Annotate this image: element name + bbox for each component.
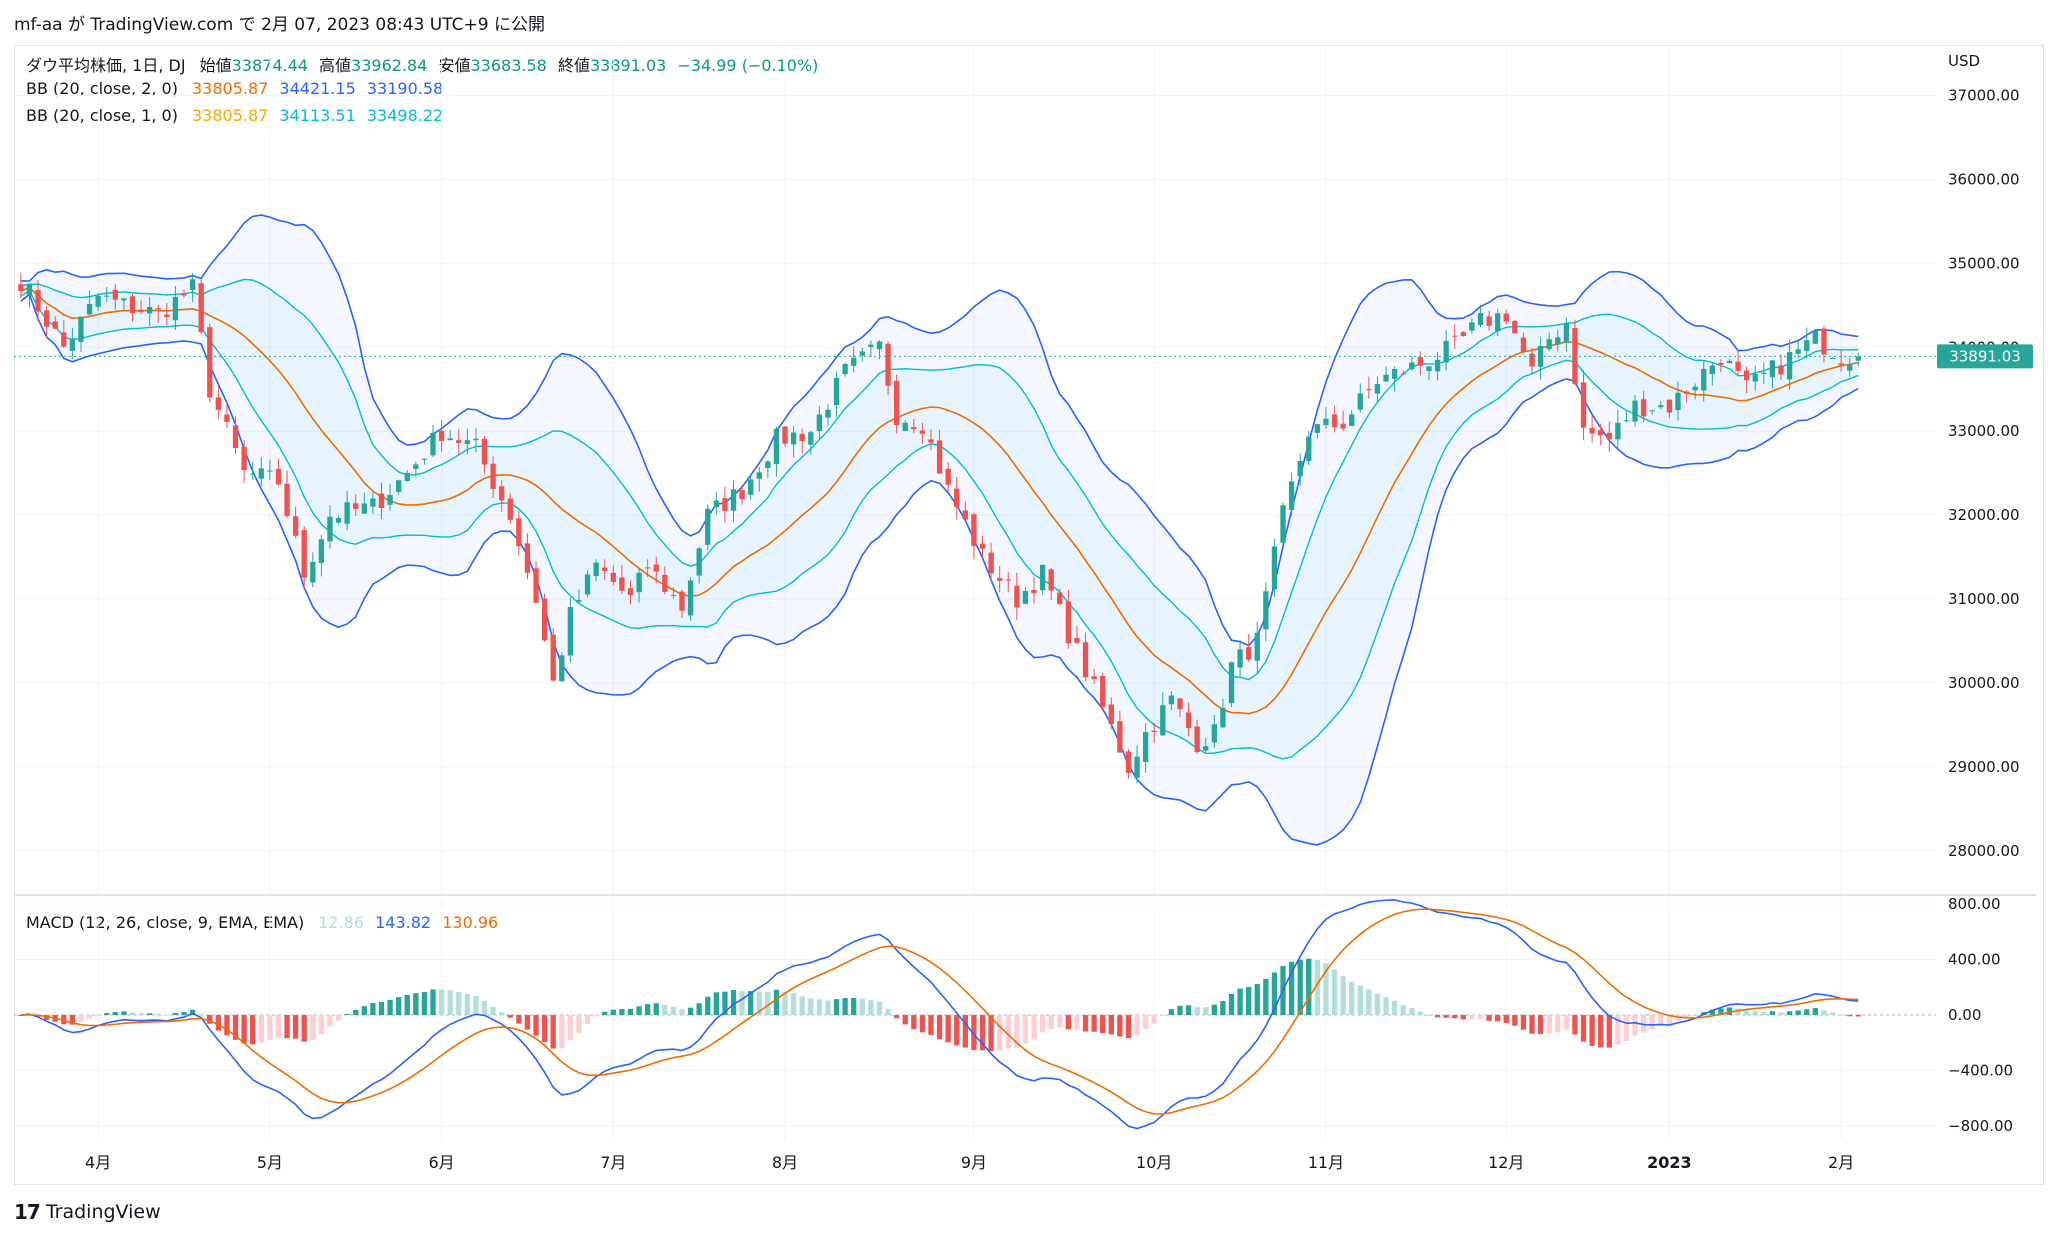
macd-label: MACD (12, 26, close, 9, EMA, EMA) — [26, 913, 305, 932]
bb1-legend[interactable]: BB (20, close, 2, 0) 33805.87 34421.15 33… — [26, 79, 449, 98]
bb2-legend[interactable]: BB (20, close, 1, 0) 33805.87 34113.51 33… — [26, 106, 449, 125]
macd-legend[interactable]: MACD (12, 26, close, 9, EMA, EMA) 12.86 1… — [26, 913, 504, 932]
bb2-upper: 34113.51 — [279, 106, 356, 125]
macd-line-value: 143.82 — [375, 913, 432, 932]
symbol-legend: ダウ平均株価, 1日, DJ 始値33874.44 高値33962.84 安値33… — [26, 52, 824, 76]
bb2-lower: 33498.22 — [366, 106, 444, 125]
open-value: 33874.44 — [231, 56, 308, 75]
tradingview-footer[interactable]: 17 TradingView — [14, 1200, 161, 1224]
change-value: −34.99 (−0.10%) — [677, 56, 819, 75]
bb1-upper: 34421.15 — [279, 79, 356, 98]
bb1-basis: 33805.87 — [191, 79, 269, 98]
currency-label: USD — [1948, 52, 1981, 70]
macd-signal-value: 130.96 — [442, 913, 499, 932]
bb2-label: BB (20, close, 1, 0) — [26, 106, 178, 125]
high-value: 33962.84 — [351, 56, 428, 75]
symbol-name[interactable]: ダウ平均株価, 1日, DJ — [26, 56, 186, 75]
low-value: 33683.58 — [470, 56, 547, 75]
bb2-basis: 33805.87 — [191, 106, 269, 125]
tradingview-logo-icon: 17 — [14, 1200, 41, 1224]
macd-hist-value: 12.86 — [318, 913, 365, 932]
publish-info: mf-aa が TradingView.com で 2月 07, 2023 08… — [14, 15, 545, 35]
bb1-label: BB (20, close, 2, 0) — [26, 79, 178, 98]
low-label: 安値 — [438, 56, 471, 75]
high-label: 高値 — [319, 56, 352, 75]
close-label: 終値 — [557, 56, 590, 75]
bb1-lower: 33190.58 — [366, 79, 444, 98]
chart-frame — [14, 45, 2044, 1185]
open-label: 始値 — [199, 56, 232, 75]
close-value: 33891.03 — [589, 56, 667, 75]
tradingview-brand: TradingView — [45, 1201, 161, 1223]
